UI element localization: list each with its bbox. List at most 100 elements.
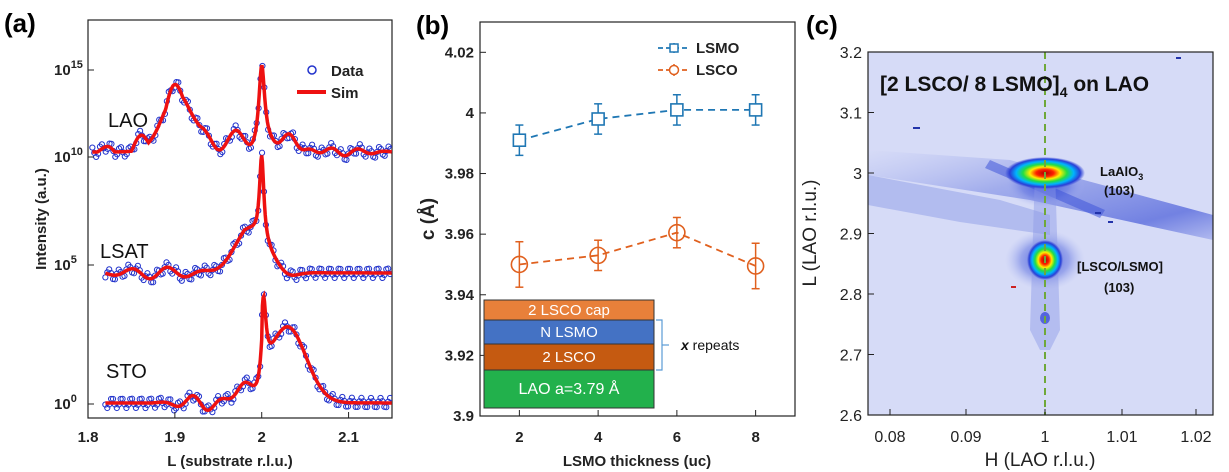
rsm-speck (1176, 57, 1181, 59)
y-tick-label: 4.02 (445, 44, 474, 61)
data-point (228, 399, 235, 406)
data-point-lsmo (512, 133, 527, 147)
panel-c-y-ticks: 2.6 2.7 2.8 2.9 3 3.1 3.2 (840, 45, 874, 425)
series-line-lsco (519, 231, 756, 267)
curve-label-lao: LAO (108, 110, 148, 132)
data-point (157, 394, 164, 401)
layer-lao-label: LAO a=3.79 Å (519, 379, 620, 398)
panel-a-frame (87, 19, 393, 419)
y-tick-label: 3.96 (445, 226, 474, 243)
panel-b-ylabel: c (Å) (418, 198, 439, 240)
x-tick-label: 8 (751, 429, 759, 446)
y-tick-label: 3.2 (840, 45, 862, 62)
panel-b-legend: LSMO LSCO (658, 40, 740, 79)
data-point (358, 394, 365, 402)
data-point-lsmo (670, 103, 684, 117)
panel-a-x-ticks: 1.8 1.9 2 2.1 (78, 412, 359, 446)
data-point (171, 407, 178, 414)
rsm-speck (1108, 221, 1113, 223)
layer-lsmo (483, 319, 655, 345)
data-point (350, 274, 357, 282)
x-tick-label: 6 (673, 429, 681, 446)
data-point (348, 394, 355, 401)
x-tick-label: 1 (1041, 429, 1050, 446)
x-tick-label: 1.01 (1106, 429, 1137, 446)
x-tick-label: 2 (515, 429, 523, 446)
legend-lsmo-label: LSMO (696, 40, 740, 57)
rsm-streak-lower (868, 175, 1050, 235)
x-tick-label: 2.1 (338, 429, 359, 446)
data-point (190, 397, 197, 404)
data-point (132, 404, 140, 412)
data-point (197, 272, 205, 279)
data-point (328, 139, 335, 147)
data-point-lsco (746, 257, 765, 275)
x-tick-label: 1.02 (1180, 429, 1211, 446)
data-point-lsmo (748, 103, 763, 117)
rsm-speck (1095, 212, 1101, 214)
layer-lao (483, 369, 655, 409)
rsm-title: [2 LSCO/ 8 LSMO]4 on LAO (880, 73, 1149, 100)
layer-lsco (483, 343, 655, 371)
curve-label-lsat: LSAT (100, 241, 149, 263)
xrd-scan-panel: 1.8 1.9 2 2.1 100 105 1010 1015 LAO LSAT STO D… (33, 19, 393, 470)
y-tick-label: 3.92 (445, 347, 474, 364)
reciprocal-space-map-panel: 0.08 0.09 1 1.01 1.02 2.6 2.7 2.8 2.9 3 3.1 3.2 [2… (800, 45, 1214, 471)
data-point (372, 154, 379, 161)
data-point (218, 261, 226, 269)
x-tick-label: 2 (258, 429, 266, 446)
panel-a-y-ticks: 100 105 1010 1015 (54, 59, 94, 413)
data-point (245, 229, 252, 236)
panel-a-xlabel: L (substrate r.l.u.) (167, 453, 293, 470)
data-point (188, 276, 195, 283)
panel-c-xlabel: H (LAO r.l.u.) (985, 450, 1096, 471)
data-point (341, 274, 348, 282)
data-point (151, 404, 159, 411)
data-point (182, 268, 189, 276)
x-tick-label: 4 (594, 429, 603, 446)
peak-label-laalo3: LaAlO3 (1100, 164, 1143, 182)
data-point (331, 274, 338, 281)
legend-lsco-label: LSCO (696, 62, 738, 79)
sim-curve-lsat (104, 155, 392, 281)
series-line-lsmo (519, 108, 756, 142)
data-point (360, 274, 367, 282)
x-tick-label: 1.9 (164, 429, 185, 446)
data-point-lsco (589, 246, 607, 265)
layer-stack-inset: 2 LSCO cap N LSMO 2 LSCO LAO a=3.79 Å x … (483, 299, 739, 409)
data-point (123, 404, 130, 412)
legend-lsco-marker (668, 64, 680, 76)
peak-label-superlattice: [LSCO/LSMO] (1077, 259, 1163, 274)
legend-lsmo-marker (669, 43, 679, 53)
panel-label-c: (c) (806, 10, 838, 40)
peak-index-substrate: (103) (1104, 183, 1134, 198)
x-tick-label: 1.8 (78, 429, 99, 446)
legend-sim-label: Sim (331, 85, 359, 102)
y-tick-label: 3.1 (840, 106, 862, 123)
y-tick-label: 3.94 (445, 287, 475, 304)
data-point (285, 328, 292, 335)
rsm-speck (913, 127, 920, 129)
y-tick-label: 1015 (54, 59, 83, 79)
data-point (283, 275, 291, 282)
data-point-lsco (668, 223, 686, 242)
data-point (369, 274, 376, 282)
data-point-lsco (510, 255, 529, 274)
y-tick-label: 4 (466, 105, 475, 122)
y-tick-label: 1010 (54, 146, 83, 166)
data-point (356, 141, 363, 148)
panel-c-x-ticks: 0.08 0.09 1 1.01 1.02 (874, 409, 1212, 446)
panel-c-ylabel: L (LAO r.l.u.) (800, 180, 821, 287)
data-point (375, 143, 383, 151)
x-tick-label: 0.09 (950, 429, 981, 446)
y-tick-label: 3.9 (453, 408, 474, 425)
layer-lsmo-label: N LSMO (540, 324, 598, 341)
data-point (367, 394, 375, 402)
panel-b-y-ticks: 3.9 3.92 3.94 3.96 3.98 4 4.02 (445, 44, 486, 425)
data-point (144, 270, 151, 277)
y-tick-label: 2.8 (840, 287, 862, 304)
lattice-series (510, 93, 765, 290)
rsm-speck (1011, 286, 1016, 288)
